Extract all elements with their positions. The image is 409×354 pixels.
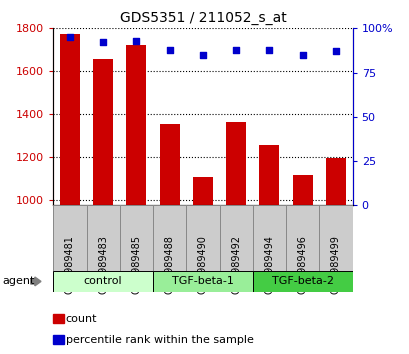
Text: GSM989499: GSM989499 xyxy=(330,235,340,294)
Text: GSM989496: GSM989496 xyxy=(297,235,307,294)
Bar xyxy=(193,177,212,205)
Bar xyxy=(60,34,80,205)
Text: TGF-beta-2: TGF-beta-2 xyxy=(271,276,333,286)
Text: count: count xyxy=(65,314,97,324)
Bar xyxy=(53,271,153,292)
Bar xyxy=(153,271,252,292)
Text: GSM989481: GSM989481 xyxy=(65,235,75,294)
Bar xyxy=(53,205,86,271)
Bar xyxy=(292,175,312,205)
Point xyxy=(332,48,338,54)
Text: TGF-beta-1: TGF-beta-1 xyxy=(172,276,233,286)
Point xyxy=(199,52,206,58)
Point xyxy=(100,40,106,45)
Bar xyxy=(252,271,352,292)
Bar xyxy=(160,124,179,205)
Bar xyxy=(252,205,285,271)
Bar xyxy=(93,59,113,205)
Point xyxy=(232,47,239,52)
Text: GSM989488: GSM989488 xyxy=(164,235,174,294)
Text: agent: agent xyxy=(2,276,34,286)
Bar xyxy=(285,205,319,271)
Bar xyxy=(126,45,146,205)
Bar xyxy=(186,205,219,271)
Text: control: control xyxy=(84,276,122,286)
Bar xyxy=(86,205,119,271)
Bar xyxy=(325,158,345,205)
Bar xyxy=(259,145,279,205)
Text: GSM989483: GSM989483 xyxy=(98,235,108,294)
Bar xyxy=(219,205,252,271)
Point xyxy=(67,34,73,40)
Point xyxy=(166,47,173,52)
Text: GSM989492: GSM989492 xyxy=(231,235,240,294)
Bar xyxy=(319,205,352,271)
Text: GSM989485: GSM989485 xyxy=(131,235,141,294)
Bar xyxy=(153,205,186,271)
Title: GDS5351 / 211052_s_at: GDS5351 / 211052_s_at xyxy=(119,11,285,24)
Bar xyxy=(119,205,153,271)
Text: GSM989494: GSM989494 xyxy=(264,235,274,294)
Text: percentile rank within the sample: percentile rank within the sample xyxy=(65,335,253,345)
Point xyxy=(265,47,272,52)
Point xyxy=(133,38,139,44)
Bar xyxy=(226,122,245,205)
Text: GSM989490: GSM989490 xyxy=(198,235,207,294)
Point xyxy=(299,52,305,58)
